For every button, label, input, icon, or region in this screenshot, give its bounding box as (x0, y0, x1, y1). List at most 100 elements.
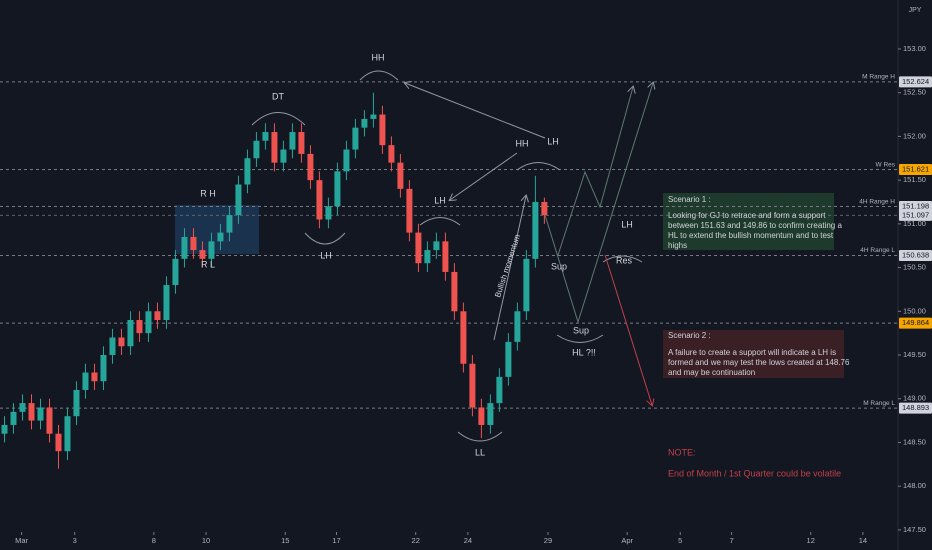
candle-body (406, 188, 413, 233)
candle-body (415, 232, 422, 264)
x-tick-label: 22 (412, 536, 420, 545)
y-tick-label: 147.50 (903, 525, 926, 534)
candle-body (46, 407, 53, 434)
x-tick-label: 24 (464, 536, 472, 545)
scenario-1-box (663, 193, 834, 250)
candle-body (469, 363, 476, 408)
candle-body (154, 311, 161, 321)
candle-body (199, 250, 206, 259)
candle-body (100, 355, 107, 382)
candle-body (172, 258, 179, 286)
candle-body (244, 158, 251, 185)
level-name: M Range L (863, 400, 895, 407)
drawings (251, 70, 653, 442)
note-title: NOTE: (668, 447, 696, 457)
annotation: HL ?!! (572, 347, 596, 357)
y-tick-label: 151.50 (903, 175, 926, 184)
scenario-2-box (663, 330, 844, 378)
candle-body (370, 114, 377, 119)
candle-body (298, 132, 305, 154)
annotation: LL (475, 447, 485, 457)
y-tick-label: 150.50 (903, 263, 926, 272)
candle-body (118, 337, 125, 347)
candle-body (451, 271, 458, 312)
candle-body (73, 389, 80, 417)
annotation: Sup (551, 261, 567, 271)
price-tag-label: 149.864 (902, 318, 929, 327)
scenario-line: highs (668, 241, 687, 250)
candle-body (235, 184, 242, 216)
scenario-line: A failure to create a support will indic… (668, 348, 836, 357)
candle-body (10, 411, 17, 425)
arrow (450, 152, 518, 200)
candle-body (226, 215, 233, 233)
price-tag (899, 250, 932, 262)
price-axis (898, 0, 932, 550)
candle-body (487, 403, 494, 425)
candle-body (127, 320, 134, 347)
candle-body (424, 250, 431, 264)
candle-body (343, 149, 350, 172)
currency: JPY (909, 7, 922, 14)
y-tick-label: 149.50 (903, 350, 926, 359)
candle-body (19, 403, 26, 412)
candle-body (280, 149, 287, 163)
price-tag (899, 164, 932, 176)
y-tick-label: 150.00 (903, 306, 926, 315)
scenario-title: Scenario 2 : (668, 331, 711, 340)
annotation: Bullish momentum (493, 233, 522, 299)
candle-body (145, 311, 152, 334)
arrow (405, 83, 546, 139)
arc (304, 232, 346, 245)
range-box (175, 205, 259, 254)
scenario-line: formed and we may test the lows created … (668, 358, 850, 367)
price-tag (899, 402, 932, 414)
candle-body (55, 433, 62, 452)
arc (419, 217, 461, 226)
arrow (493, 196, 526, 341)
candle-body (379, 114, 386, 146)
x-tick-label: 7 (729, 536, 733, 545)
arrow (604, 254, 652, 405)
price-tag-label: 150.638 (902, 250, 929, 259)
arc (359, 70, 399, 81)
scenario-line: and may be continuation (668, 368, 755, 377)
candle-body (361, 118, 368, 128)
candle-body (541, 201, 548, 216)
x-tick-label: 5 (678, 536, 682, 545)
annotation: LH (320, 250, 332, 260)
y-tick-label: 151.00 (903, 219, 926, 228)
candle-body (271, 132, 278, 163)
y-tick-label: 152.50 (903, 88, 926, 97)
candle-body (325, 206, 332, 220)
scenario-line: between 151.63 and 149.86 to confirm cre… (668, 221, 842, 230)
candle-body (28, 403, 35, 421)
x-tick-label: Mar (15, 536, 28, 545)
price-tag (899, 201, 932, 213)
price-tag-label: 151.621 (902, 165, 929, 174)
annotation: LH (434, 195, 446, 205)
candle-body (514, 311, 521, 342)
annotation: R L (201, 259, 215, 269)
candle-body (37, 407, 44, 421)
x-tick-label: Apr (621, 536, 633, 545)
candle-body (82, 372, 89, 390)
y-tick-label: 152.00 (903, 131, 926, 140)
candle-body (289, 132, 296, 150)
price-tag-label: 151.097 (902, 210, 929, 219)
candle-body (1, 424, 8, 434)
x-tick-label: 15 (281, 536, 289, 545)
x-tick-label: 3 (73, 536, 77, 545)
annotation: Sup (573, 325, 589, 335)
projection (544, 83, 653, 324)
arc (457, 431, 503, 442)
candle-body (307, 153, 314, 181)
x-tick-label: 8 (152, 536, 156, 545)
arc (556, 334, 604, 343)
annotation: Res (616, 255, 633, 265)
y-tick-label: 149.00 (903, 394, 926, 403)
level-name: W Res (876, 161, 896, 168)
candle-body (352, 127, 359, 150)
candle-body (109, 337, 116, 356)
candle-body (496, 376, 503, 404)
